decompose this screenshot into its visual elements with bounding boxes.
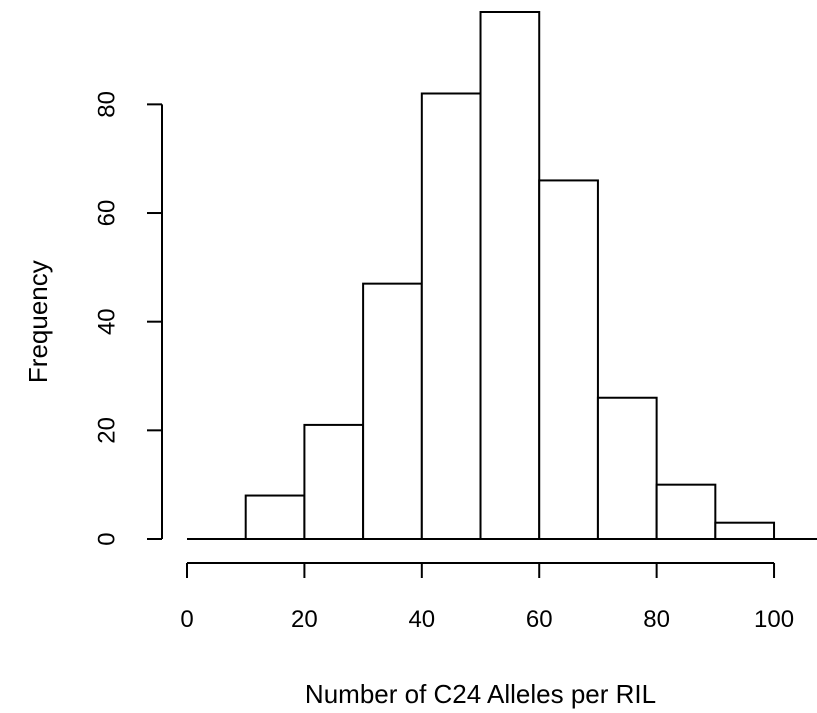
bar-3 bbox=[420, 92, 482, 540]
x-tick-label-20: 20 bbox=[291, 606, 318, 633]
x-axis: 0 20 40 60 80 100 bbox=[180, 562, 794, 633]
y-tick-label-20: 20 bbox=[94, 417, 121, 444]
y-axis: 0 20 40 60 80 bbox=[94, 91, 163, 546]
bar-4 bbox=[479, 11, 541, 540]
bar-2 bbox=[362, 282, 423, 540]
x-tick-label-100: 100 bbox=[754, 606, 794, 633]
bar-8 bbox=[714, 521, 776, 541]
bars-group bbox=[244, 11, 776, 541]
bar-0 bbox=[244, 494, 306, 540]
y-axis-title: Frequency bbox=[23, 260, 53, 383]
y-tick-label-80: 80 bbox=[94, 91, 121, 118]
bar-6 bbox=[596, 396, 658, 541]
bar-1 bbox=[303, 423, 365, 541]
bar-5 bbox=[538, 179, 599, 541]
y-tick-label-40: 40 bbox=[94, 308, 121, 335]
x-tick-label-40: 40 bbox=[408, 606, 435, 633]
bar-7 bbox=[655, 483, 717, 540]
x-tick-label-80: 80 bbox=[643, 606, 670, 633]
x-axis-title: Number of C24 Alleles per RIL bbox=[305, 679, 656, 709]
x-tick-label-60: 60 bbox=[526, 606, 553, 633]
x-tick-label-0: 0 bbox=[180, 606, 193, 633]
y-tick-label-60: 60 bbox=[94, 200, 121, 227]
y-tick-label-0: 0 bbox=[94, 532, 121, 545]
